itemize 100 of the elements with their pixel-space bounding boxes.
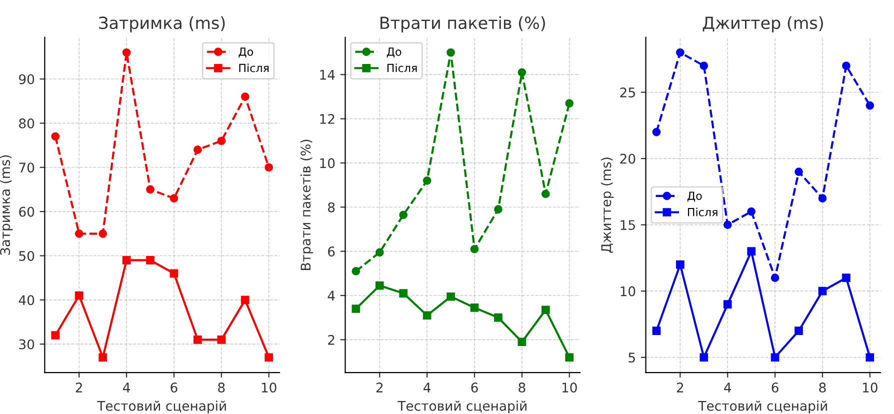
x-tick-label: 4	[724, 382, 732, 392]
y-tick-label: 80	[19, 118, 34, 128]
legend-label: Після	[688, 208, 718, 216]
point	[170, 269, 178, 278]
y-tick-label: 14	[320, 70, 335, 80]
point	[352, 304, 360, 313]
point	[446, 48, 455, 57]
point	[146, 185, 154, 194]
y-tick-label: 2	[328, 334, 334, 345]
point	[375, 248, 384, 257]
point	[770, 353, 780, 362]
y-tick-label: 15	[620, 220, 635, 230]
point	[866, 353, 874, 362]
y-axis-title: Затримка (ms)	[0, 155, 13, 255]
point	[352, 267, 360, 276]
point	[170, 194, 178, 202]
x-tick-label: 2	[676, 382, 684, 392]
point	[700, 353, 708, 362]
point	[217, 136, 226, 146]
y-tick-label: 12	[320, 114, 334, 124]
legend-label: Після	[387, 64, 417, 72]
legend-label: До	[386, 48, 402, 58]
point	[842, 274, 850, 282]
y-tick-label: 5	[628, 352, 635, 363]
point	[98, 353, 107, 362]
point	[541, 306, 550, 314]
point	[422, 176, 432, 185]
y-tick-label: 50	[19, 250, 34, 261]
point	[770, 274, 780, 282]
point	[375, 281, 384, 290]
point	[470, 303, 479, 312]
x-tick-label: 4	[122, 382, 130, 392]
x-tick-label: 8	[518, 382, 526, 393]
point	[422, 311, 432, 320]
point	[494, 205, 502, 214]
point	[217, 336, 226, 344]
point	[446, 292, 455, 301]
point	[146, 256, 154, 264]
point	[652, 326, 661, 336]
chart-title: Затримка (ms)	[99, 16, 225, 32]
y-tick-label: 30	[19, 339, 34, 350]
point	[74, 291, 84, 300]
point	[98, 229, 107, 238]
x-axis-title: Тестовий сценарій	[398, 400, 526, 414]
y-tick-label: 8	[328, 202, 335, 212]
legend-label: До	[238, 48, 254, 58]
y-tick-label: 70	[19, 162, 34, 173]
y-tick-label: 20	[620, 154, 636, 164]
point	[518, 338, 526, 346]
point	[194, 146, 202, 154]
point	[122, 48, 131, 57]
y-axis-title: Джиттер (ms)	[600, 158, 614, 253]
point	[122, 256, 131, 264]
point	[866, 101, 874, 110]
point	[794, 168, 803, 176]
point	[51, 132, 60, 141]
y-tick-label: 25	[620, 87, 635, 98]
x-tick-label: 8	[819, 382, 826, 393]
point	[565, 353, 574, 362]
x-tick-label: 10	[262, 382, 276, 393]
x-tick-label: 6	[471, 382, 478, 393]
point	[541, 190, 550, 198]
point	[700, 62, 708, 70]
point	[264, 163, 273, 172]
x-tick-label: 2	[76, 382, 82, 392]
point	[842, 62, 850, 70]
point	[818, 194, 827, 202]
point	[74, 229, 84, 238]
y-axis-title: Втрати пакетів (%)	[300, 140, 314, 270]
point	[747, 247, 756, 256]
point	[399, 210, 408, 220]
point	[494, 313, 502, 322]
point	[518, 68, 526, 77]
legend-label: Після	[239, 64, 269, 72]
y-tick-label: 6	[328, 246, 335, 257]
legend-label: До	[687, 192, 702, 202]
x-tick-label: 6	[170, 382, 178, 393]
point	[723, 300, 732, 309]
point	[747, 207, 756, 216]
y-tick-label: 60	[19, 206, 34, 217]
point	[794, 326, 803, 336]
point	[818, 286, 827, 296]
x-tick-label: 6	[772, 382, 778, 393]
point	[240, 296, 250, 304]
x-tick-label: 10	[862, 382, 878, 393]
x-tick-label: 4	[424, 382, 431, 392]
chart-title: Втрати пакетів (%)	[380, 16, 545, 32]
point	[470, 244, 479, 254]
point	[723, 220, 732, 229]
x-tick-label: 8	[218, 382, 225, 393]
point	[51, 331, 60, 340]
x-axis-title: Тестовий сценарій	[97, 400, 226, 414]
point	[194, 336, 202, 344]
y-tick-label: 40	[18, 295, 34, 306]
x-axis-title: Тестовий сценарій	[698, 400, 827, 414]
y-tick-label: 4	[328, 290, 335, 301]
point	[264, 353, 273, 362]
point	[240, 92, 250, 101]
point	[676, 260, 684, 269]
x-tick-label: 10	[562, 382, 577, 393]
